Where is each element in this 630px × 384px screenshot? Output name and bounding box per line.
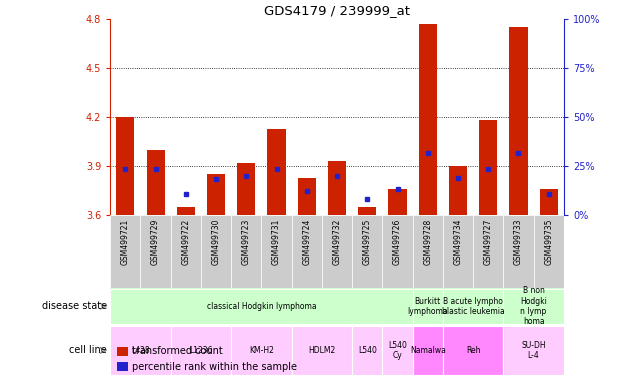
Text: B acute lympho
blastic leukemia: B acute lympho blastic leukemia	[442, 296, 505, 316]
Text: disease state: disease state	[42, 301, 107, 311]
Text: Namalwa: Namalwa	[410, 346, 445, 355]
Bar	[110, 326, 171, 375]
Bar	[352, 215, 382, 288]
Bar	[140, 215, 171, 288]
Text: GSM499727: GSM499727	[484, 219, 493, 265]
Text: GSM499726: GSM499726	[393, 219, 402, 265]
Bar	[503, 215, 534, 288]
Bar	[413, 326, 443, 375]
Bar	[449, 166, 467, 215]
Text: classical Hodgkin lymphoma: classical Hodgkin lymphoma	[207, 302, 316, 311]
Bar	[207, 174, 225, 215]
Bar	[110, 289, 413, 324]
Text: GSM499722: GSM499722	[181, 219, 190, 265]
Bar	[389, 189, 406, 215]
Bar	[292, 215, 322, 288]
Bar	[117, 117, 134, 215]
Text: cell line: cell line	[69, 345, 107, 356]
Text: percentile rank within the sample: percentile rank within the sample	[132, 362, 297, 372]
Bar	[201, 215, 231, 288]
Bar	[443, 289, 503, 324]
Bar	[171, 215, 201, 288]
Bar	[382, 326, 413, 375]
Bar	[382, 215, 413, 288]
Bar	[413, 289, 443, 324]
Text: GSM499730: GSM499730	[212, 219, 220, 265]
Bar	[268, 129, 285, 215]
Text: KM-H2: KM-H2	[249, 346, 274, 355]
Bar	[510, 27, 527, 215]
Text: L1236: L1236	[189, 346, 213, 355]
Bar	[147, 150, 164, 215]
Text: L540: L540	[358, 346, 377, 355]
Bar	[419, 24, 437, 215]
Bar	[171, 326, 231, 375]
Bar	[503, 326, 564, 375]
Bar	[443, 326, 503, 375]
Text: B non
Hodgki
n lymp
homa: B non Hodgki n lymp homa	[520, 286, 547, 326]
Bar	[261, 215, 292, 288]
Text: Reh: Reh	[466, 346, 481, 355]
Bar	[231, 326, 292, 375]
Bar	[443, 215, 473, 288]
Title: GDS4179 / 239999_at: GDS4179 / 239999_at	[264, 3, 410, 17]
Text: Burkitt
lymphoma: Burkitt lymphoma	[408, 296, 448, 316]
Bar	[479, 121, 497, 215]
Text: GSM499734: GSM499734	[454, 219, 462, 265]
Bar	[110, 215, 140, 288]
Bar	[231, 215, 261, 288]
Text: GSM499725: GSM499725	[363, 219, 372, 265]
Text: GSM499731: GSM499731	[272, 219, 281, 265]
Bar	[298, 177, 316, 215]
Text: GSM499729: GSM499729	[151, 219, 160, 265]
Text: GSM499721: GSM499721	[121, 219, 130, 265]
Text: transformed count: transformed count	[132, 346, 223, 356]
Text: GSM499723: GSM499723	[242, 219, 251, 265]
Text: GSM499728: GSM499728	[423, 219, 432, 265]
Text: GSM499732: GSM499732	[333, 219, 341, 265]
Bar	[473, 215, 503, 288]
Text: HDLM2: HDLM2	[308, 346, 336, 355]
Bar	[177, 207, 195, 215]
Text: SU-DH
L-4: SU-DH L-4	[521, 341, 546, 360]
Bar	[534, 215, 564, 288]
Bar	[328, 161, 346, 215]
Bar	[292, 326, 352, 375]
Bar	[358, 207, 376, 215]
Bar	[352, 326, 382, 375]
Text: GSM499724: GSM499724	[302, 219, 311, 265]
Text: GSM499733: GSM499733	[514, 219, 523, 265]
Bar	[503, 289, 564, 324]
Bar	[540, 189, 558, 215]
Text: L540
Cy: L540 Cy	[388, 341, 407, 360]
Text: L428: L428	[131, 346, 150, 355]
Bar	[322, 215, 352, 288]
Bar	[413, 215, 443, 288]
Text: GSM499735: GSM499735	[544, 219, 553, 265]
Bar	[238, 163, 255, 215]
